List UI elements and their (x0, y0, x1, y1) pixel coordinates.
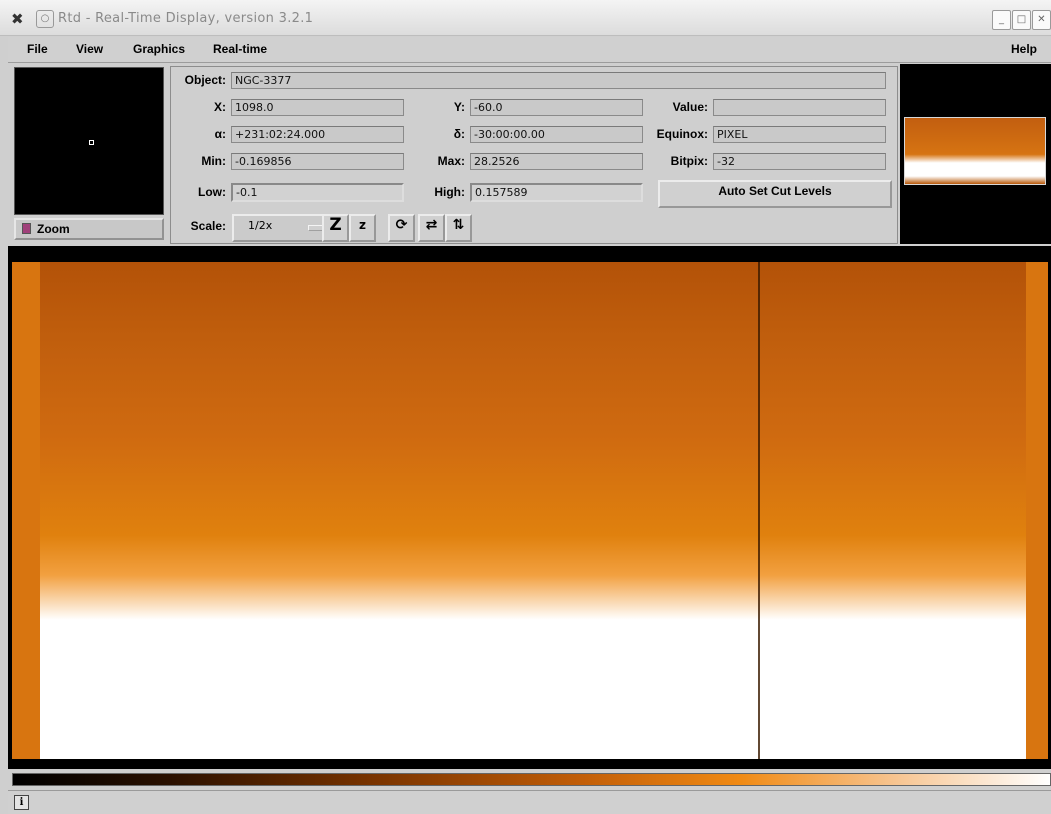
zoom-cursor-icon (89, 140, 94, 145)
alpha-label: α: (214, 127, 226, 141)
close-icon[interactable]: ✕ (1032, 10, 1051, 30)
info-icon[interactable]: i (14, 795, 29, 810)
value-label: Value: (672, 100, 708, 114)
zoom-indicator-icon (22, 223, 31, 234)
low-label: Low: (198, 185, 226, 199)
window-title: Rtd - Real-Time Display, version 3.2.1 (58, 11, 314, 26)
delta-label: δ: (453, 127, 465, 141)
alpha-field[interactable]: +231:02:24.000 (231, 126, 404, 143)
menu-bar: File View Graphics Real-time Help (8, 37, 1051, 63)
title-bar: ✖ ○ Rtd - Real-Time Display, version 3.2… (0, 0, 1051, 36)
high-input[interactable]: 0.157589 (470, 183, 643, 202)
max-field[interactable]: 28.2526 (470, 153, 643, 170)
menu-file[interactable]: File (27, 42, 48, 56)
app-x-icon[interactable]: ✖ (11, 10, 24, 28)
flip-y-icon[interactable]: ⇅ (445, 214, 472, 242)
low-input[interactable]: -0.1 (231, 183, 404, 202)
scale-menu[interactable]: 1/2x (232, 214, 336, 242)
window-menu-icon[interactable]: ○ (36, 10, 54, 28)
image-left-border (12, 262, 40, 759)
image-right-border (1026, 262, 1048, 759)
bitpix-label: Bitpix: (670, 154, 708, 168)
menu-graphics[interactable]: Graphics (133, 42, 186, 56)
status-bar (8, 790, 1051, 814)
maximize-icon[interactable]: □ (1012, 10, 1031, 30)
x-field[interactable]: 1098.0 (231, 99, 404, 116)
main-image-canvas[interactable] (12, 262, 1048, 759)
min-label: Min: (201, 154, 226, 168)
value-field[interactable] (713, 99, 886, 116)
info-panel (170, 66, 898, 244)
scale-label: Scale: (190, 219, 226, 233)
image-data (40, 262, 1026, 759)
x-label: X: (214, 100, 226, 114)
pan-image-thumbnail[interactable] (904, 117, 1046, 185)
min-field[interactable]: -0.169856 (231, 153, 404, 170)
equinox-label: Equinox: (656, 127, 708, 141)
zoom-in-button[interactable]: Z (322, 214, 349, 242)
menu-realtime[interactable]: Real-time (213, 42, 268, 56)
flip-x-icon[interactable]: ⇄ (418, 214, 445, 242)
rotate-icon[interactable]: ⟳ (388, 214, 415, 242)
menu-help[interactable]: Help (1011, 42, 1038, 56)
object-label: Object: (184, 73, 226, 87)
auto-set-cut-levels-button[interactable]: Auto Set Cut Levels (658, 180, 892, 208)
delta-field[interactable]: -30:00:00.00 (470, 126, 643, 143)
bad-column-line (758, 262, 760, 759)
y-label: Y: (453, 100, 465, 114)
equinox-field[interactable]: PIXEL (713, 126, 886, 143)
zoom-out-button[interactable]: z (349, 214, 376, 242)
zoom-toggle-button[interactable]: Zoom (14, 218, 164, 240)
scale-value: 1/2x (248, 219, 273, 232)
zoom-label: Zoom (37, 222, 70, 236)
max-label: Max: (437, 154, 465, 168)
high-label: High: (434, 185, 465, 199)
colorbar[interactable] (12, 773, 1051, 786)
object-field[interactable]: NGC-3377 (231, 72, 886, 89)
menu-view[interactable]: View (76, 42, 104, 56)
bitpix-field[interactable]: -32 (713, 153, 886, 170)
y-field[interactable]: -60.0 (470, 99, 643, 116)
minimize-icon[interactable]: _ (992, 10, 1011, 30)
